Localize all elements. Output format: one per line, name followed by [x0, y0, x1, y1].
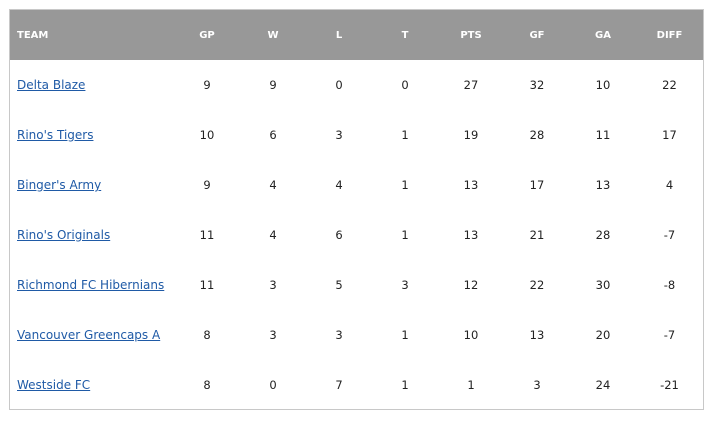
table-row: Delta Blaze 9 9 0 0 27 32 10 22 [10, 60, 703, 110]
w-cell: 3 [269, 328, 277, 342]
gp-cell: 8 [203, 328, 211, 342]
pts-cell: 13 [463, 178, 479, 192]
standings-body: Delta Blaze 9 9 0 0 27 32 10 22 Rino's T… [10, 60, 703, 410]
gf-cell: 3 [533, 378, 541, 392]
w-cell: 6 [269, 128, 277, 142]
gf-cell: 13 [529, 328, 545, 342]
t-cell: 1 [401, 178, 409, 192]
pts-cell: 1 [467, 378, 475, 392]
t-cell: 1 [401, 328, 409, 342]
l-cell: 6 [335, 228, 343, 242]
header-team: TEAM [17, 29, 49, 41]
gp-cell: 10 [199, 128, 215, 142]
header-gp: GP [199, 29, 215, 41]
ga-cell: 24 [595, 378, 611, 392]
diff-cell: 22 [662, 78, 677, 92]
table-row: Westside FC 8 0 7 1 1 3 24 -21 [10, 360, 703, 410]
table-row: Binger's Army 9 4 4 1 13 17 13 4 [10, 160, 703, 210]
ga-cell: 10 [595, 78, 611, 92]
diff-cell: -7 [663, 328, 676, 342]
l-cell: 5 [335, 278, 343, 292]
pts-cell: 27 [463, 78, 479, 92]
ga-cell: 20 [595, 328, 611, 342]
header-w: W [267, 29, 279, 41]
pts-cell: 10 [463, 328, 479, 342]
w-cell: 3 [269, 278, 277, 292]
l-cell: 7 [335, 378, 343, 392]
ga-cell: 13 [595, 178, 611, 192]
l-cell: 3 [335, 128, 343, 142]
diff-cell: -7 [663, 228, 676, 242]
team-link[interactable]: Westside FC [17, 378, 91, 392]
diff-cell: 4 [665, 178, 674, 192]
t-cell: 0 [401, 78, 409, 92]
header-l: L [335, 29, 343, 41]
team-link[interactable]: Rino's Tigers [17, 128, 94, 142]
pts-cell: 19 [463, 128, 479, 142]
header-gf: GF [529, 29, 545, 41]
team-link[interactable]: Delta Blaze [17, 78, 86, 92]
team-cell: Vancouver Greencaps A [10, 310, 174, 360]
header-ga: GA [595, 29, 611, 41]
pts-cell: 13 [463, 228, 479, 242]
w-cell: 4 [269, 178, 277, 192]
gp-cell: 8 [203, 378, 211, 392]
team-cell: Westside FC [10, 360, 174, 410]
w-cell: 4 [269, 228, 277, 242]
team-cell: Delta Blaze [10, 60, 174, 110]
gf-cell: 32 [529, 78, 545, 92]
pts-cell: 12 [463, 278, 479, 292]
table-row: Rino's Originals 11 4 6 1 13 21 28 -7 [10, 210, 703, 260]
team-link[interactable]: Rino's Originals [17, 228, 111, 242]
diff-cell: -8 [663, 278, 676, 292]
header-pts: PTS [460, 29, 482, 41]
table-row: Rino's Tigers 10 6 3 1 19 28 11 17 [10, 110, 703, 160]
l-cell: 4 [335, 178, 343, 192]
t-cell: 1 [401, 228, 409, 242]
diff-cell: -21 [660, 378, 679, 392]
w-cell: 0 [269, 378, 277, 392]
gf-cell: 28 [529, 128, 545, 142]
standings-header: TEAM GP W L T PTS GF GA DIFF [10, 10, 703, 60]
ga-cell: 28 [595, 228, 611, 242]
header-row: TEAM GP W L T PTS GF GA DIFF [10, 10, 703, 60]
l-cell: 0 [335, 78, 343, 92]
l-cell: 3 [335, 328, 343, 342]
team-link[interactable]: Binger's Army [17, 178, 102, 192]
gp-cell: 11 [199, 278, 215, 292]
team-cell: Richmond FC Hibernians [10, 260, 174, 310]
team-cell: Binger's Army [10, 160, 174, 210]
gp-cell: 9 [203, 178, 211, 192]
table-row: Richmond FC Hibernians 11 3 5 3 12 22 30… [10, 260, 703, 310]
gf-cell: 22 [529, 278, 545, 292]
w-cell: 9 [269, 78, 277, 92]
diff-cell: 17 [662, 128, 677, 142]
header-diff: DIFF [656, 29, 683, 41]
ga-cell: 30 [595, 278, 611, 292]
gf-cell: 21 [529, 228, 545, 242]
t-cell: 1 [401, 128, 409, 142]
standings-table-container: TEAM GP W L T PTS GF GA DIFF Delta Blaze… [9, 9, 704, 410]
gp-cell: 9 [203, 78, 211, 92]
table-row: Vancouver Greencaps A 8 3 3 1 10 13 20 -… [10, 310, 703, 360]
team-cell: Rino's Originals [10, 210, 174, 260]
standings-table: TEAM GP W L T PTS GF GA DIFF Delta Blaze… [10, 10, 703, 410]
header-t: T [401, 29, 409, 41]
t-cell: 1 [401, 378, 409, 392]
team-link[interactable]: Vancouver Greencaps A [17, 328, 161, 342]
t-cell: 3 [401, 278, 409, 292]
team-link[interactable]: Richmond FC Hibernians [17, 278, 165, 292]
team-cell: Rino's Tigers [10, 110, 174, 160]
gp-cell: 11 [199, 228, 215, 242]
gf-cell: 17 [529, 178, 545, 192]
ga-cell: 11 [595, 128, 611, 142]
